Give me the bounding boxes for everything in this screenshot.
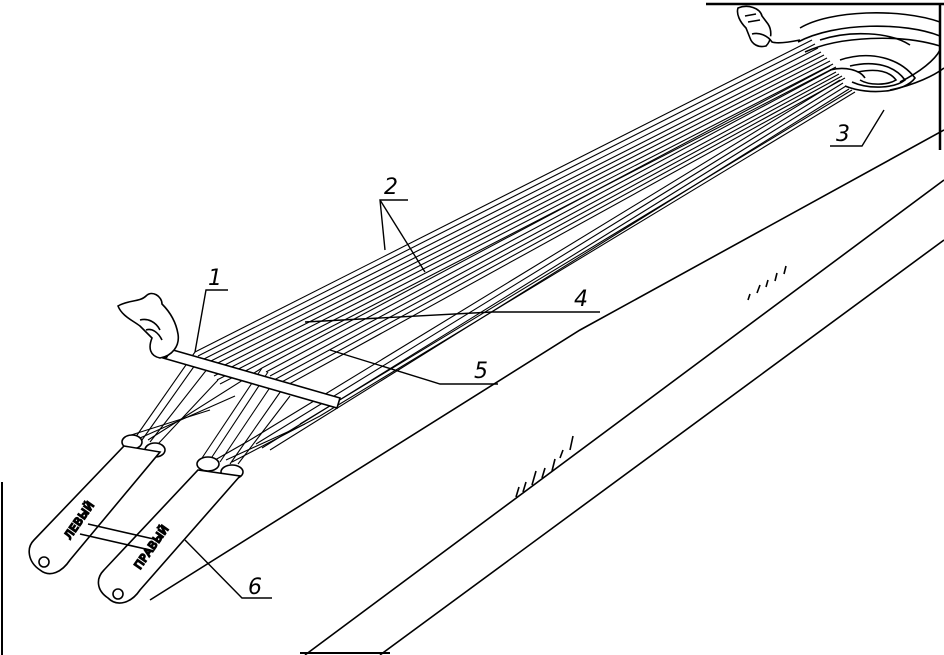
- canopy-bundle: [797, 12, 944, 93]
- left-riser: ЛЕВЫЙ: [28, 445, 162, 575]
- label-3: 3: [836, 122, 850, 147]
- table-stitch-marks: [515, 265, 787, 498]
- top-hand: [736, 5, 801, 48]
- packing-table: [149, 129, 944, 655]
- callout-labels: 1 2 3 4 5 6: [208, 122, 850, 600]
- left-hand: [117, 292, 180, 359]
- label-6: 6: [248, 575, 262, 600]
- label-1: 1: [208, 266, 222, 291]
- leader-lines: [184, 109, 885, 599]
- riser-connector: [79, 523, 159, 551]
- label-4: 4: [574, 287, 588, 312]
- label-2: 2: [384, 175, 398, 200]
- suspension-lines: [127, 39, 856, 465]
- label-5: 5: [474, 359, 488, 384]
